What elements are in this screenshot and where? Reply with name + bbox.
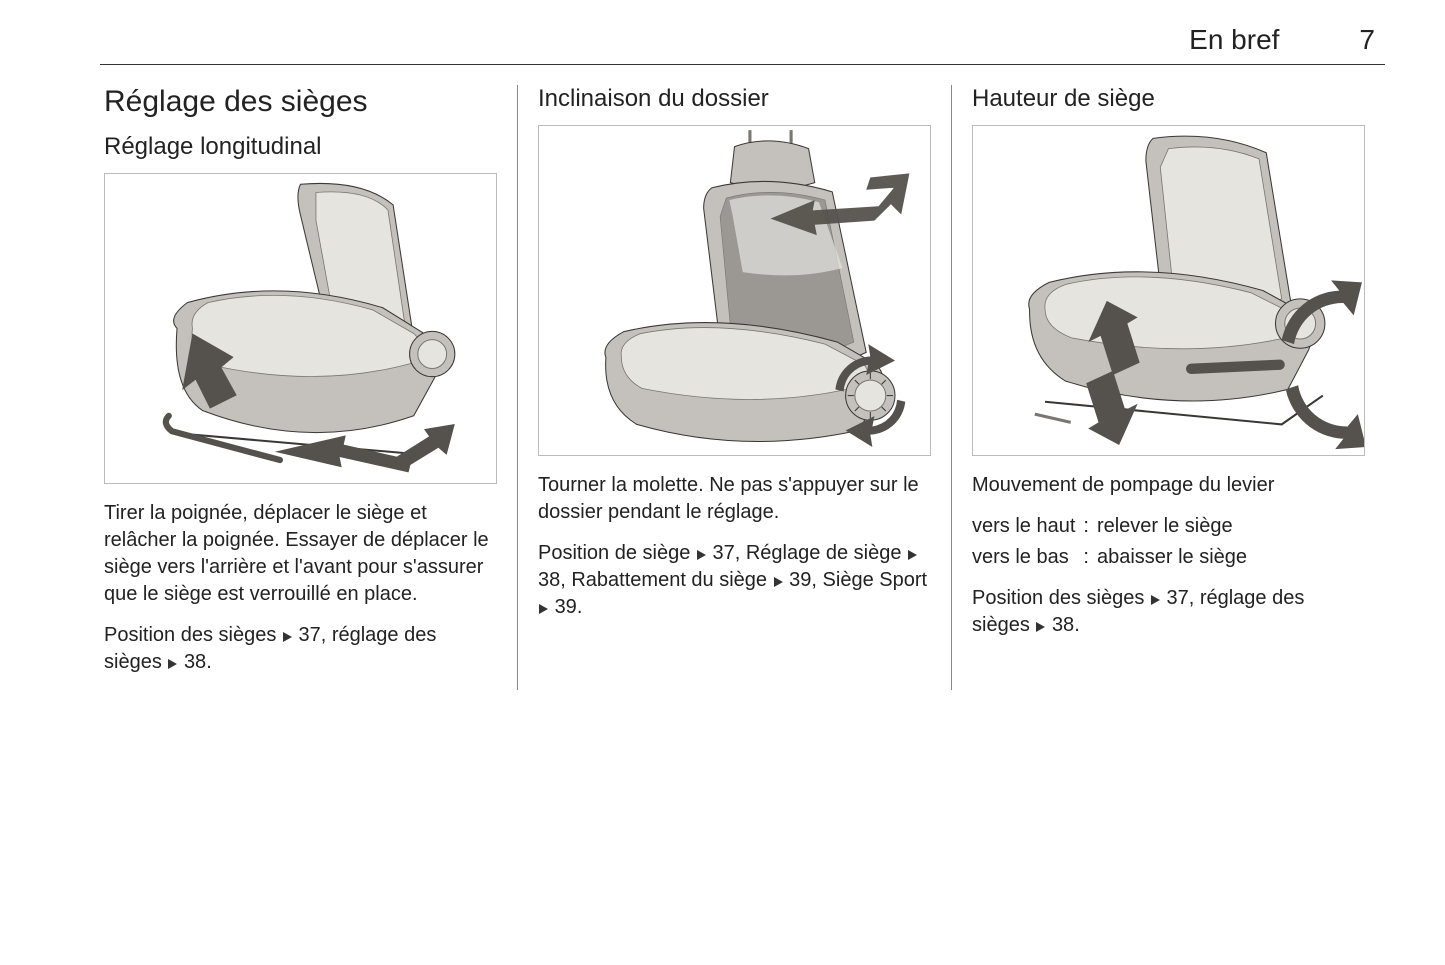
def-colon: :: [1083, 544, 1089, 571]
col1-subheading: Réglage longitudinal: [104, 133, 497, 161]
crossref-arrow-icon: [168, 659, 177, 669]
col3-p2-txt-c: .: [1074, 614, 1080, 636]
def2-value: abaisser le siège: [1097, 544, 1365, 571]
col2-p2-ref2: 38: [538, 569, 560, 591]
def-colon: :: [1083, 513, 1089, 540]
col2-p2-txt-b: , Réglage de siège: [735, 542, 907, 564]
col3-p2-ref2: 38: [1052, 614, 1074, 636]
page-header: En bref 7: [100, 24, 1385, 65]
column-1: Réglage des sièges Réglage longitudinal: [100, 85, 517, 690]
col3-subheading: Hauteur de siège: [972, 85, 1365, 113]
crossref-arrow-icon: [697, 550, 706, 560]
col2-p2-txt-e: .: [577, 596, 583, 618]
column-2: Inclinaison du dossier: [517, 85, 951, 690]
column-3: Hauteur de siège: [951, 85, 1385, 690]
col1-p2-txt-c: .: [206, 651, 212, 673]
col1-p2-ref2: 38: [184, 651, 206, 673]
header-page-number: 7: [1359, 24, 1375, 56]
crossref-arrow-icon: [1036, 622, 1045, 632]
crossref-arrow-icon: [774, 577, 783, 587]
figure-seat-height: [972, 125, 1365, 456]
crossref-arrow-icon: [539, 604, 548, 614]
figure-seat-longitudinal: [104, 173, 497, 484]
col2-p2-txt-c: , Rabattement du siège: [560, 569, 772, 591]
section-heading: Réglage des sièges: [104, 85, 497, 119]
col3-paragraph-2: Position des sièges 37, réglage des sièg…: [972, 585, 1365, 639]
content-columns: Réglage des sièges Réglage longitudinal: [100, 85, 1385, 690]
col2-p2-ref3: 39: [789, 569, 811, 591]
col2-subheading: Inclinaison du dossier: [538, 85, 931, 113]
col2-paragraph-2: Position de siège 37, Réglage de siège 3…: [538, 540, 931, 621]
col3-paragraph-1: Mouvement de pompage du levier: [972, 472, 1365, 499]
col3-p2-txt-a: Position des sièges: [972, 587, 1150, 609]
page-root: En bref 7 Réglage des sièges Réglage lon…: [0, 0, 1445, 730]
header-section-label: En bref: [1189, 24, 1279, 56]
col2-paragraph-1: Tourner la molette. Ne pas s'appuyer sur…: [538, 472, 931, 526]
def2-term: vers le bas: [972, 544, 1075, 571]
col2-p2-ref1: 37: [712, 542, 734, 564]
crossref-arrow-icon: [908, 550, 917, 560]
def1-term: vers le haut: [972, 513, 1075, 540]
col2-p2-ref4: 39: [555, 596, 577, 618]
col3-definition-list: vers le haut : relever le siège vers le …: [972, 513, 1365, 571]
col2-p2-txt-a: Position de siège: [538, 542, 696, 564]
figure-seat-recline: [538, 125, 931, 456]
col1-p2-ref1: 37: [298, 624, 320, 646]
crossref-arrow-icon: [1151, 595, 1160, 605]
col3-p2-ref1: 37: [1166, 587, 1188, 609]
col1-paragraph-1: Tirer la poignée, déplacer le siège et r…: [104, 500, 497, 608]
col1-paragraph-2: Position des sièges 37, réglage des sièg…: [104, 622, 497, 676]
col1-p2-txt-a: Position des sièges: [104, 624, 282, 646]
col2-p2-txt-d: , Siège Sport: [811, 569, 927, 591]
def1-value: relever le siège: [1097, 513, 1365, 540]
crossref-arrow-icon: [283, 632, 292, 642]
